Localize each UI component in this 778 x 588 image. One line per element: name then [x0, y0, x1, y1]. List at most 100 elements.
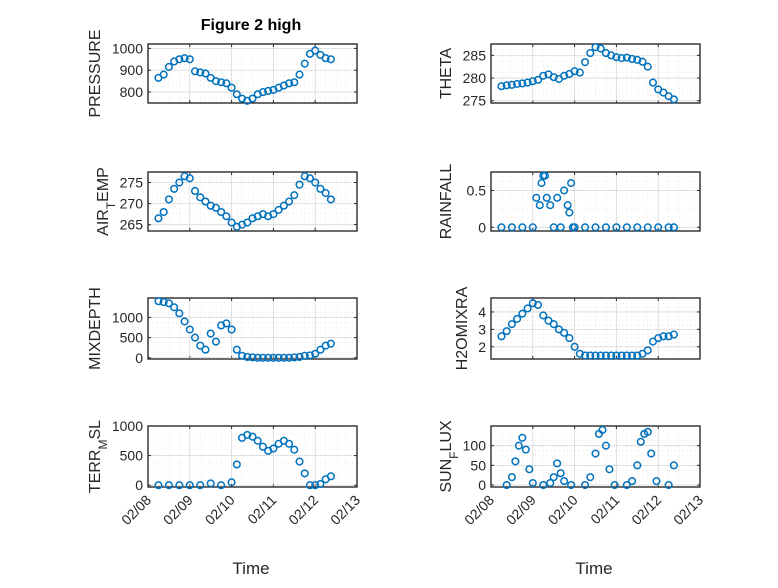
data-point	[525, 465, 534, 474]
y-tick-label: 100	[463, 438, 487, 454]
data-point	[601, 351, 611, 360]
data-point	[497, 82, 506, 91]
data-point	[159, 297, 168, 307]
data-point	[586, 49, 595, 58]
data-point	[264, 353, 273, 362]
data-point	[511, 457, 520, 466]
x-axis-label-left: Time	[232, 559, 269, 578]
data-point	[612, 53, 621, 62]
data-point	[521, 445, 530, 454]
data-point	[546, 201, 555, 210]
data-point	[196, 481, 205, 490]
data-point	[248, 94, 257, 103]
data-point	[211, 203, 220, 212]
x-tick-label: 02/13	[327, 492, 363, 528]
axes-box	[490, 43, 701, 104]
y-tick-label: 900	[120, 62, 144, 78]
data-point	[560, 477, 569, 486]
data-point	[211, 337, 220, 346]
subplot-theta: 275 280 285 THETA	[438, 43, 701, 109]
data-point	[596, 351, 605, 360]
data-point	[598, 425, 607, 434]
data-point	[316, 345, 325, 354]
data-point	[154, 297, 163, 306]
data-point	[243, 352, 252, 362]
data-point	[227, 478, 236, 487]
data-point	[659, 88, 668, 97]
data-point	[556, 469, 565, 478]
data-point	[311, 481, 320, 490]
data-point	[518, 309, 527, 318]
y-tick-label: 1000	[112, 40, 143, 56]
data-point	[560, 328, 569, 337]
data-point	[497, 332, 506, 341]
x-tick-label: 02/13	[670, 492, 706, 528]
data-point	[581, 480, 590, 490]
x-tick-label: 02/12	[628, 492, 664, 528]
data-point	[669, 330, 678, 339]
data-point	[206, 479, 215, 488]
y-axis-label: RAINFALL	[438, 164, 455, 240]
data-point	[154, 481, 163, 490]
data-point	[610, 480, 619, 490]
data-point	[669, 95, 678, 104]
data-series	[502, 425, 678, 490]
data-point	[311, 46, 320, 55]
data-point	[196, 68, 205, 77]
data-point	[232, 345, 241, 354]
data-point	[243, 218, 252, 227]
data-point	[539, 311, 548, 320]
data-point	[238, 351, 247, 360]
data-point	[643, 346, 652, 355]
data-point	[591, 223, 600, 232]
x-axis-label-right: Time	[575, 559, 612, 578]
data-point	[164, 481, 173, 490]
data-point	[537, 179, 546, 188]
data-point	[159, 70, 168, 79]
data-point	[549, 320, 558, 329]
data-point	[269, 353, 278, 362]
data-point	[633, 461, 642, 470]
data-point	[560, 71, 569, 80]
data-point	[586, 351, 595, 360]
data-point	[560, 186, 569, 195]
data-point	[222, 79, 231, 88]
data-point	[507, 320, 516, 329]
data-point	[227, 83, 236, 92]
data-point	[217, 207, 226, 217]
data-point	[295, 457, 304, 466]
data-point	[258, 353, 268, 362]
data-point	[643, 62, 652, 71]
data-point	[290, 353, 299, 362]
y-tick-label: 0	[135, 477, 143, 493]
data-point	[185, 174, 194, 183]
data-point	[232, 460, 241, 469]
data-point	[159, 207, 168, 217]
x-tick-label: 02/11	[244, 492, 280, 528]
y-tick-label: 0	[478, 219, 486, 235]
data-point	[316, 479, 325, 489]
data-point	[669, 461, 678, 470]
y-tick-label: 0	[135, 350, 143, 366]
data-point	[591, 43, 600, 52]
data-point	[295, 70, 304, 79]
data-point	[185, 481, 194, 490]
data-point	[617, 351, 626, 360]
y-tick-label: 275	[463, 93, 487, 109]
data-point	[549, 473, 558, 482]
data-point	[290, 191, 299, 200]
data-point	[502, 81, 511, 90]
data-point	[669, 223, 678, 232]
data-point	[533, 75, 543, 84]
x-tick-label: 02/10	[545, 492, 581, 528]
data-point	[633, 351, 642, 360]
data-series	[154, 430, 335, 490]
data-point	[591, 449, 600, 458]
data-point	[513, 79, 522, 88]
data-point	[170, 184, 179, 193]
y-tick-label: 285	[463, 47, 487, 63]
data-point	[612, 223, 621, 232]
y-tick-label: 0.5	[467, 182, 487, 198]
